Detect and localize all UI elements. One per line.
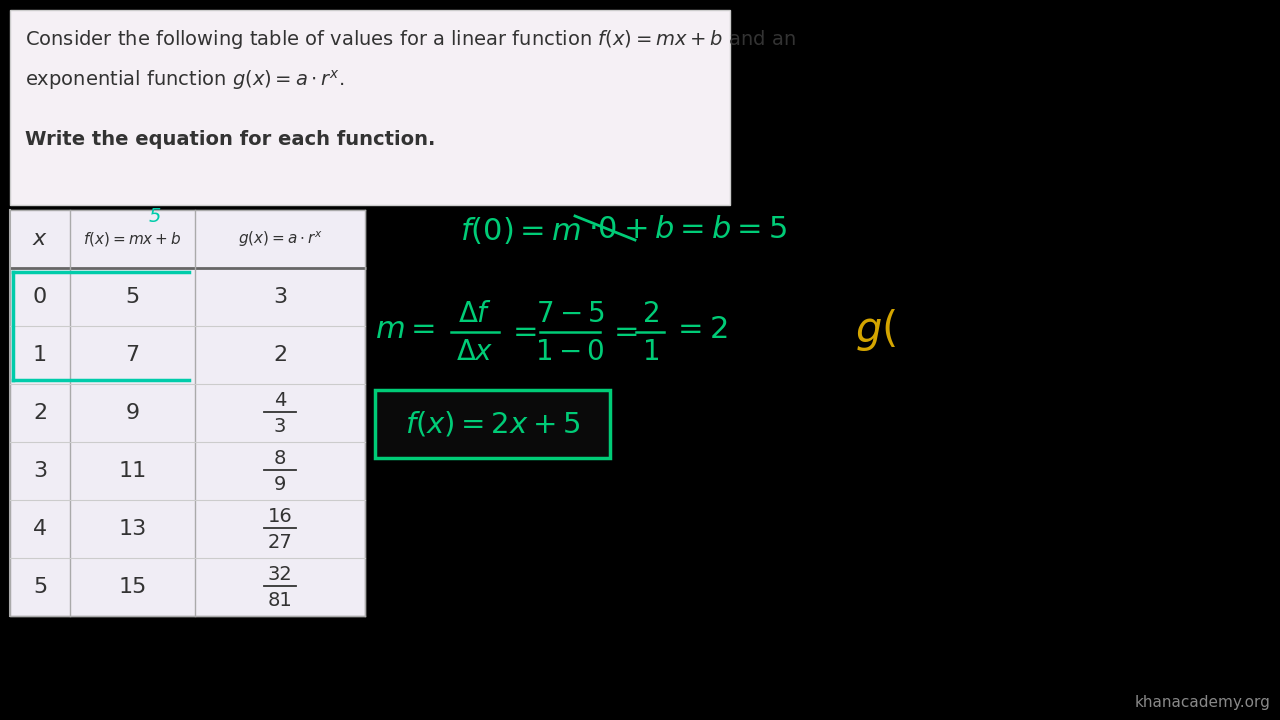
Text: $f(0) = m$: $f(0) = m$ <box>460 215 581 246</box>
Text: $=$: $=$ <box>608 315 639 344</box>
Text: $\Delta x$: $\Delta x$ <box>456 338 494 366</box>
Text: $1-0$: $1-0$ <box>535 338 604 366</box>
Text: $7-5$: $7-5$ <box>535 300 604 328</box>
Text: Consider the following table of values for a linear function $f(x) = mx + b$ and: Consider the following table of values f… <box>26 28 796 51</box>
Text: 4: 4 <box>274 392 287 410</box>
Text: 13: 13 <box>118 519 147 539</box>
Text: 5: 5 <box>125 287 140 307</box>
Text: 15: 15 <box>118 577 147 597</box>
Text: 7: 7 <box>125 345 140 365</box>
Text: 9: 9 <box>274 474 287 493</box>
Text: 8: 8 <box>274 449 287 469</box>
Text: 16: 16 <box>268 508 292 526</box>
Text: 2: 2 <box>33 403 47 423</box>
Text: exponential function $g(x) = a \cdot r^x$.: exponential function $g(x) = a \cdot r^x… <box>26 68 344 92</box>
Text: $g($: $g($ <box>855 307 896 353</box>
Text: $\cdot 0 + b = b = 5$: $\cdot 0 + b = b = 5$ <box>588 215 787 245</box>
Text: $m =$: $m =$ <box>375 315 435 344</box>
Text: 5: 5 <box>148 207 161 227</box>
Text: $= 2$: $= 2$ <box>672 315 728 344</box>
Text: 9: 9 <box>125 403 140 423</box>
Bar <box>10 210 365 616</box>
Text: 11: 11 <box>118 461 147 481</box>
Text: 27: 27 <box>268 533 292 552</box>
Text: $1$: $1$ <box>641 338 658 366</box>
Text: $x$: $x$ <box>32 229 47 249</box>
Text: 3: 3 <box>33 461 47 481</box>
Bar <box>10 210 365 268</box>
Text: $\Delta f$: $\Delta f$ <box>458 300 492 328</box>
Text: 32: 32 <box>268 565 292 585</box>
Text: $=$: $=$ <box>507 315 538 344</box>
Text: 0: 0 <box>33 287 47 307</box>
Text: 81: 81 <box>268 590 292 610</box>
Bar <box>10 10 730 205</box>
Text: $2$: $2$ <box>641 300 658 328</box>
Text: 1: 1 <box>33 345 47 365</box>
Text: 2: 2 <box>273 345 287 365</box>
Text: $f(x) = mx + b$: $f(x) = mx + b$ <box>83 230 182 248</box>
Text: Write the equation for each function.: Write the equation for each function. <box>26 130 435 149</box>
Text: 3: 3 <box>274 416 287 436</box>
Text: 3: 3 <box>273 287 287 307</box>
Text: khanacademy.org: khanacademy.org <box>1134 695 1270 710</box>
Bar <box>375 390 611 458</box>
Text: $g(x) = a \cdot r^x$: $g(x) = a \cdot r^x$ <box>238 229 323 249</box>
Text: 4: 4 <box>33 519 47 539</box>
Text: $f(x) = 2x + 5$: $f(x) = 2x + 5$ <box>404 410 580 438</box>
Text: 5: 5 <box>33 577 47 597</box>
